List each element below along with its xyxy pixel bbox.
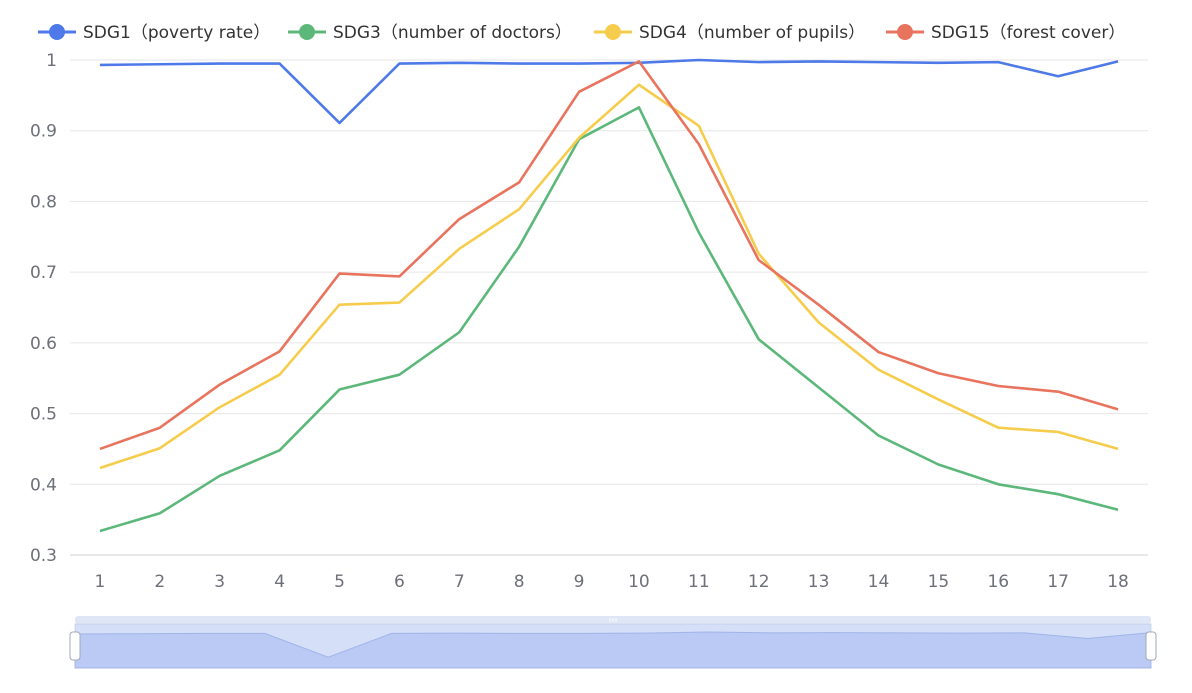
zoom-preview-area	[74, 631, 1152, 669]
legend[interactable]: SDG1（poverty rate） SDG3（number of doctors…	[38, 23, 1125, 43]
legend-label: SDG3（number of doctors）	[333, 23, 572, 43]
series-line-4[interactable]	[99, 60, 1119, 451]
y-tick-label: 0.4	[30, 475, 57, 495]
x-tick-label: 16	[987, 572, 1009, 592]
series-line-3[interactable]	[99, 83, 1119, 470]
legend-item[interactable]: SDG1（poverty rate）	[38, 23, 270, 43]
x-tick-label: 9	[574, 572, 585, 592]
legend-circle-marker	[605, 24, 621, 40]
x-tick-label: 3	[214, 572, 225, 592]
legend-circle-marker	[299, 24, 315, 40]
zoom-handle-right[interactable]	[1145, 631, 1157, 661]
x-tick-label: 1	[95, 572, 106, 592]
zoom-selection[interactable]	[75, 624, 1151, 668]
y-axis: 0.3 0.4 0.5 0.6 0.7 0.8 0.9 1	[30, 51, 57, 566]
legend-circle-marker	[49, 24, 65, 40]
x-tick-label: 4	[274, 572, 285, 592]
legend-item[interactable]: SDG3（number of doctors）	[288, 23, 572, 43]
x-tick-label: 14	[868, 572, 890, 592]
legend-label: SDG1（poverty rate）	[83, 23, 270, 43]
x-tick-label: 10	[628, 572, 650, 592]
legend-label: SDG4（number of pupils）	[639, 23, 865, 43]
y-tick-label: 0.9	[30, 122, 57, 142]
x-tick-label: 6	[394, 572, 405, 592]
legend-label: SDG15（forest cover）	[931, 23, 1125, 43]
y-tick-label: 0.3	[30, 546, 57, 566]
x-tick-label: 5	[334, 572, 345, 592]
grid-lines	[70, 59, 1148, 556]
x-tick-label: 15	[928, 572, 950, 592]
legend-circle-marker	[897, 24, 913, 40]
y-tick-label: 1	[46, 51, 57, 71]
x-tick-label: 17	[1047, 572, 1069, 592]
x-tick-label: 13	[808, 572, 830, 592]
y-tick-label: 0.7	[30, 263, 57, 283]
series-line-1[interactable]	[99, 58, 1119, 125]
x-tick-label: 2	[154, 572, 165, 592]
y-tick-label: 0.8	[30, 192, 57, 212]
x-tick-label: 12	[748, 572, 770, 592]
x-tick-label: 11	[688, 572, 710, 592]
series-line-2[interactable]	[99, 106, 1119, 533]
legend-item[interactable]: SDG4（number of pupils）	[594, 23, 865, 43]
legend-item[interactable]: SDG15（forest cover）	[886, 23, 1125, 43]
x-tick-label: 7	[454, 572, 465, 592]
zoom-handle-left[interactable]	[69, 631, 81, 661]
x-tick-label: 18	[1107, 572, 1129, 592]
x-tick-label: 8	[514, 572, 525, 592]
y-tick-label: 0.5	[30, 405, 57, 425]
series-lines	[99, 58, 1119, 533]
x-axis: 1 2 3 4 5 6 7 8 9 10 11 12 13 14 15 16 17 18	[70, 554, 1148, 592]
data-zoom-slider[interactable]	[69, 616, 1157, 669]
y-tick-label: 0.6	[30, 334, 57, 354]
